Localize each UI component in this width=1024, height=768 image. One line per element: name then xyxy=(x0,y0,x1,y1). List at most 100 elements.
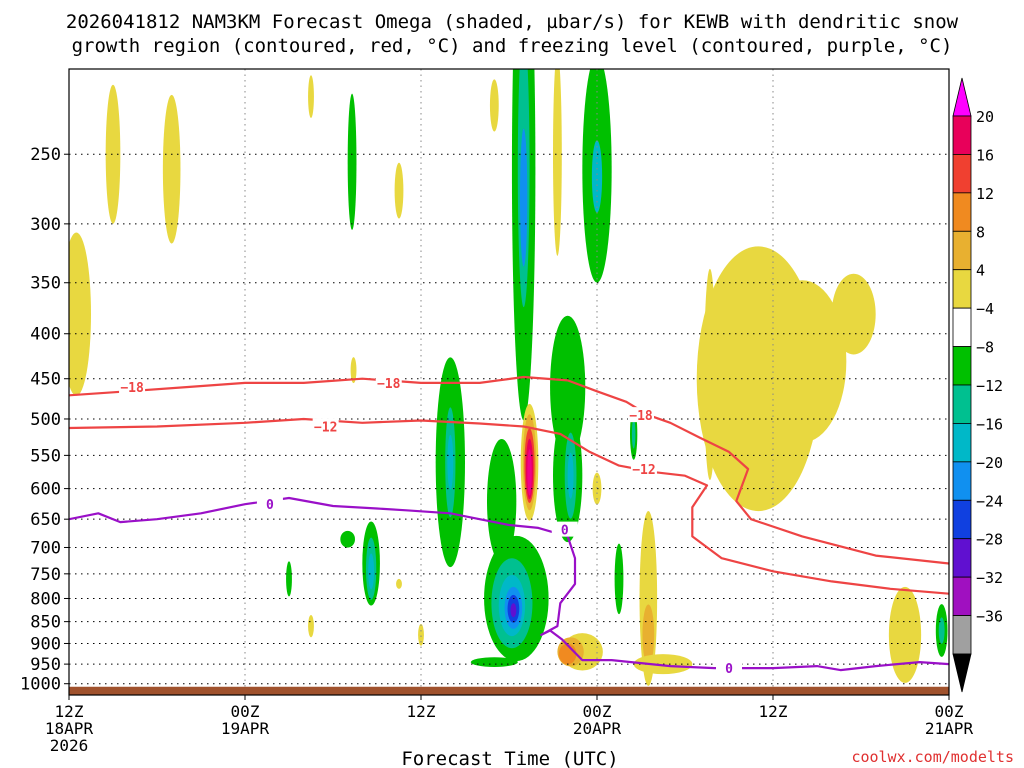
contour-label-bg-0-1 xyxy=(551,521,578,537)
colorbar-seg-11 xyxy=(952,499,972,540)
x-tick-label-0-1: 18APR xyxy=(45,719,94,738)
pressure-axis-labels: 2503003504004505005506006507007508008509… xyxy=(20,145,69,695)
colorbar-seg-9 xyxy=(952,423,972,463)
x-tick-label-36-0: 00Z xyxy=(583,702,612,721)
colorbar-label-7: −12 xyxy=(976,377,1003,395)
colorbar-label-8: −16 xyxy=(976,415,1003,433)
omega-blob-56 xyxy=(888,586,922,683)
colorbar-seg-3 xyxy=(952,192,972,232)
y-tick-label-550: 550 xyxy=(30,446,61,466)
omega-blob-43 xyxy=(340,530,355,548)
colorbar-seg-12 xyxy=(952,538,972,578)
omega-blob-47 xyxy=(418,624,424,646)
y-tick-label-700: 700 xyxy=(30,538,61,558)
x-tick-label-12-0: 00Z xyxy=(231,702,260,721)
colorbar-label-9: −20 xyxy=(976,454,1003,472)
y-tick-label-950: 950 xyxy=(30,655,61,675)
omega-blob-39 xyxy=(510,603,517,618)
contour-label-bg--18-1 xyxy=(375,374,402,390)
x-tick-label-48-0: 12Z xyxy=(759,702,788,721)
x-tick-label-36-1: 20APR xyxy=(573,719,622,738)
omega-colorbar: 20 16 12 8 4 −4 −8 −12 −16 −20 −24 −28 −32 −36 xyxy=(952,77,1003,693)
omega-blob-22 xyxy=(487,438,517,564)
colorbar-label-0: 20 xyxy=(976,108,994,126)
contour-0 xyxy=(69,496,949,672)
colorbar-seg-13 xyxy=(952,576,972,616)
colorbar-label-3: 8 xyxy=(976,223,985,241)
omega-blob-7 xyxy=(489,79,499,132)
omega-blob-10 xyxy=(520,128,528,267)
y-tick-label-750: 750 xyxy=(30,565,61,585)
x-tick-label-24-0: 12Z xyxy=(407,702,436,721)
omega-shading xyxy=(69,69,948,686)
contour-label--18-1: −18 xyxy=(377,377,401,392)
omega-blob-45 xyxy=(308,614,314,638)
colorbar-label-5: −4 xyxy=(976,300,994,318)
colorbar-label-6: −8 xyxy=(976,339,994,357)
y-tick-label-650: 650 xyxy=(30,510,61,530)
x-tick-label-0-2: 2026 xyxy=(50,736,89,755)
plot-frame xyxy=(68,68,950,696)
omega-blob-46 xyxy=(396,578,402,589)
y-tick-label-1000: 1000 xyxy=(20,675,61,695)
omega-blob-5 xyxy=(394,162,404,219)
colorbar-seg-14 xyxy=(952,615,972,655)
omega-blob-53 xyxy=(642,604,655,666)
temperature-contours: −18 −18 −18 −12 −12 0 0 0 xyxy=(69,374,949,677)
colorbar-label-12: −32 xyxy=(976,569,1003,587)
omega-blob-6 xyxy=(350,357,357,384)
y-tick-label-600: 600 xyxy=(30,480,61,500)
y-tick-label-800: 800 xyxy=(30,589,61,609)
colorbar-bottom-arrow xyxy=(952,653,972,693)
colorbar-label-4: 4 xyxy=(976,262,985,280)
y-tick-label-500: 500 xyxy=(30,410,61,430)
omega-blob-18 xyxy=(831,273,876,355)
contour-label-0-0: 0 xyxy=(266,498,274,513)
colorbar-label-1: 16 xyxy=(976,146,994,164)
omega-blob-32 xyxy=(631,419,636,449)
terrain-band xyxy=(69,686,949,695)
x-axis-title: Forecast Time (UTC) xyxy=(401,748,618,768)
colorbar-label-13: −36 xyxy=(976,608,1003,626)
contour-label--18-2: −18 xyxy=(629,409,653,424)
x-tick-label-12-1: 19APR xyxy=(221,719,270,738)
omega-blob-3 xyxy=(308,75,314,118)
omega-blob-21 xyxy=(447,434,454,490)
omega-blob-51 xyxy=(614,543,624,615)
y-tick-label-400: 400 xyxy=(30,325,61,345)
contour-label--12-0: −12 xyxy=(314,421,337,436)
omega-blob-13 xyxy=(591,140,603,213)
contour-label-bg--12-1 xyxy=(630,461,657,477)
y-tick-label-250: 250 xyxy=(30,145,61,165)
colorbar-seg-8 xyxy=(952,384,972,424)
y-tick-label-350: 350 xyxy=(30,274,61,294)
credit-text: coolwx.com/modelts xyxy=(851,748,1014,766)
y-tick-label-300: 300 xyxy=(30,215,61,235)
contour-label--18-0: −18 xyxy=(120,381,144,396)
contour-label-bg--18-2 xyxy=(628,407,654,423)
colorbar-seg-7 xyxy=(952,346,972,386)
colorbar-seg-2 xyxy=(952,154,972,194)
contour-label--12-1: −12 xyxy=(632,463,655,478)
colorbar-label-11: −28 xyxy=(976,531,1003,549)
contour-label-0-2: 0 xyxy=(725,662,733,677)
colorbar-seg-5 xyxy=(952,269,972,309)
omega-blob-4 xyxy=(347,93,357,230)
omega-blob-42 xyxy=(368,553,375,590)
omega-blob-1 xyxy=(105,84,121,224)
omega-blob-44 xyxy=(286,561,292,597)
y-tick-label-450: 450 xyxy=(30,370,61,390)
omega-blob-11 xyxy=(553,69,562,256)
colorbar-label-2: 12 xyxy=(976,185,994,203)
contour-label-bg--18-0 xyxy=(119,379,146,395)
omega-blob-30 xyxy=(527,449,532,496)
colorbar-seg-1 xyxy=(952,115,972,155)
colorbar-top-arrow xyxy=(952,77,972,117)
contour-label-bg--12-0 xyxy=(312,418,339,434)
contour-label-bg-0-2 xyxy=(716,660,742,676)
y-tick-label-900: 900 xyxy=(30,634,61,654)
chart-title-line1: 2026041812 NAM3KM Forecast Omega (shaded… xyxy=(66,11,959,33)
colorbar-seg-4 xyxy=(952,230,972,271)
x-tick-label-60-0: 00Z xyxy=(935,702,964,721)
